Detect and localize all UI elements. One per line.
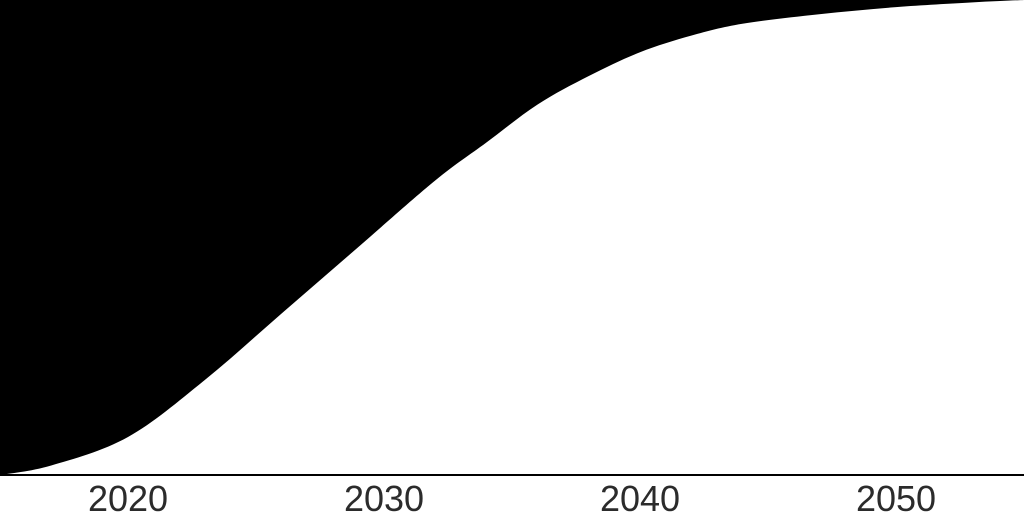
chart-svg [0, 0, 1024, 523]
x-tick-label: 2020 [88, 478, 168, 520]
x-tick-label: 2030 [344, 478, 424, 520]
x-axis-labels: 2020 2030 2040 2050 [0, 475, 1024, 523]
s-curve-chart: 2020 2030 2040 2050 [0, 0, 1024, 523]
x-tick-label: 2050 [856, 478, 936, 520]
x-tick-label: 2040 [600, 478, 680, 520]
